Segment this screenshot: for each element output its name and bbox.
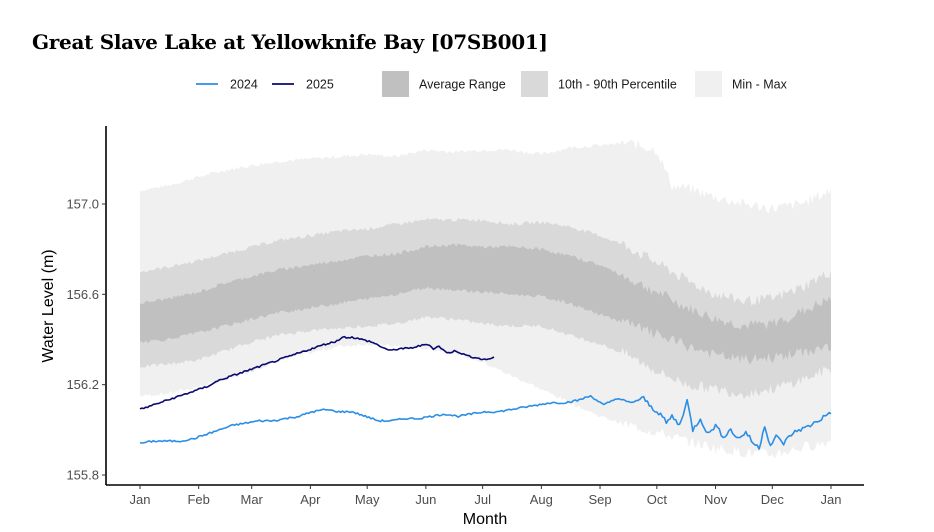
legend-label: Min - Max [732, 78, 788, 92]
x-tick-label: Nov [704, 492, 728, 507]
y-tick-label: 155.8 [66, 468, 99, 483]
bands-layer [140, 139, 831, 459]
x-axis-title: Month [463, 511, 507, 528]
legend-item-min-max: Min - Max [695, 71, 788, 97]
band-10th-90th-percentile [140, 218, 831, 400]
axes: 155.8 156.2 156.6 157.0 Jan Feb Mar Apr May Jun Ju… [40, 126, 864, 528]
x-tick-label: Jun [415, 492, 436, 507]
legend-key-swatch [695, 71, 722, 97]
legend-item-average-range: Average Range [382, 71, 506, 97]
x-tick-label: Sep [588, 492, 611, 507]
series-line-2024 [139, 394, 832, 450]
legend-key-swatch [382, 71, 409, 97]
x-tick-label: Jan [821, 492, 842, 507]
x-tick-label: Oct [647, 492, 668, 507]
x-tick-label: Apr [300, 492, 321, 507]
legend-label: 2025 [306, 78, 334, 92]
chart-title: Great Slave Lake at Yellowknife Bay [07S… [32, 30, 548, 54]
x-tick-label: Jan [130, 492, 151, 507]
band-average-range [140, 243, 831, 365]
x-tick-label: Dec [761, 492, 785, 507]
x-tick-label: Jul [474, 492, 491, 507]
y-tick-label: 157.0 [66, 197, 99, 212]
legend: 2024 2025 Average Range 10th - 90th Percent… [196, 71, 788, 97]
x-tick-label: Aug [530, 492, 553, 507]
legend-label: Average Range [419, 78, 506, 92]
legend-item-10th-90th-percentile: 10th - 90th Percentile [521, 71, 677, 97]
series-layer [139, 335, 832, 450]
legend-item-2025: 2025 [272, 78, 334, 92]
x-tick-label: May [355, 492, 380, 507]
y-tick-label: 156.6 [66, 287, 99, 302]
legend-label: 2024 [230, 78, 258, 92]
series-line-2025 [139, 335, 495, 410]
legend-key-swatch [521, 71, 548, 97]
legend-item-2024: 2024 [196, 78, 258, 92]
x-tick-label: Mar [241, 492, 264, 507]
y-axis-title: Water Level (m) [40, 249, 57, 362]
x-tick-label: Feb [187, 492, 209, 507]
y-tick-label: 156.2 [66, 377, 99, 392]
legend-label: 10th - 90th Percentile [558, 78, 677, 92]
